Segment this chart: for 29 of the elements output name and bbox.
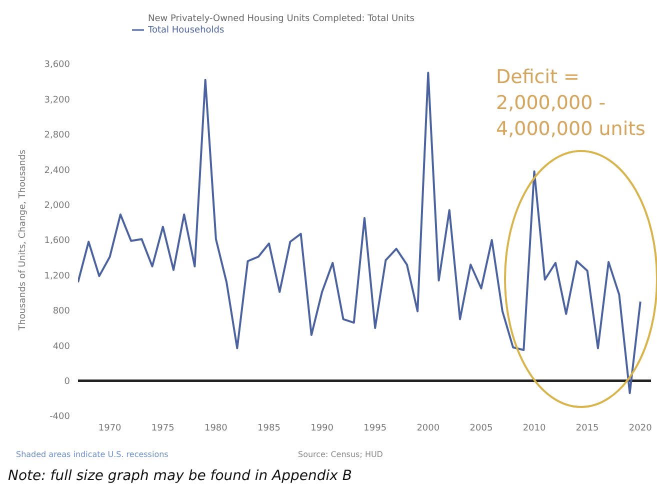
x-tick-label: 2005: [470, 423, 493, 434]
x-tick-label: 1980: [204, 423, 228, 434]
legend-label: Total Households: [148, 25, 224, 36]
chart-title: New Privately-Owned Housing Units Completed: Total Units: [148, 14, 414, 24]
y-tick-label: 2,800: [44, 130, 70, 141]
y-tick-label: -400: [50, 412, 70, 422]
y-tick-label: 1,200: [44, 271, 70, 282]
y-axis-title: Thousands of Units, Change, Thousands: [18, 149, 28, 332]
x-tick-label: 1990: [310, 423, 334, 434]
x-tick-label: 2010: [522, 423, 546, 434]
annotation: Deficit = 2,000,000 - 4,000,000 units: [496, 65, 646, 142]
text: Note: full size graph may be found in Appendix B: [8, 468, 352, 484]
source-note: Source: Census; HUD: [298, 450, 383, 459]
y-tick-label: 1,600: [44, 236, 70, 246]
x-tick-label: 1985: [258, 423, 280, 434]
y-tick-label: 2,400: [44, 166, 70, 176]
x-tick-label: 1995: [364, 423, 387, 434]
y-tick-label: 400: [52, 342, 70, 352]
y-tick-label: 3,600: [44, 60, 70, 70]
x-tick-label: 2000: [416, 423, 440, 434]
x-tick-label: 1975: [151, 423, 174, 434]
x-tick-label: 2015: [576, 423, 599, 434]
y-tick-label: 0: [64, 376, 70, 387]
y-tick-label: 2,000: [44, 200, 70, 211]
y-tick-label: 800: [52, 306, 70, 317]
text: Shaded areas indicate U.S. recessions: [16, 450, 168, 459]
y-tick-label: 3,200: [44, 95, 70, 106]
x-tick-label: 1970: [98, 423, 122, 434]
x-tick-label: 2020: [628, 423, 652, 434]
